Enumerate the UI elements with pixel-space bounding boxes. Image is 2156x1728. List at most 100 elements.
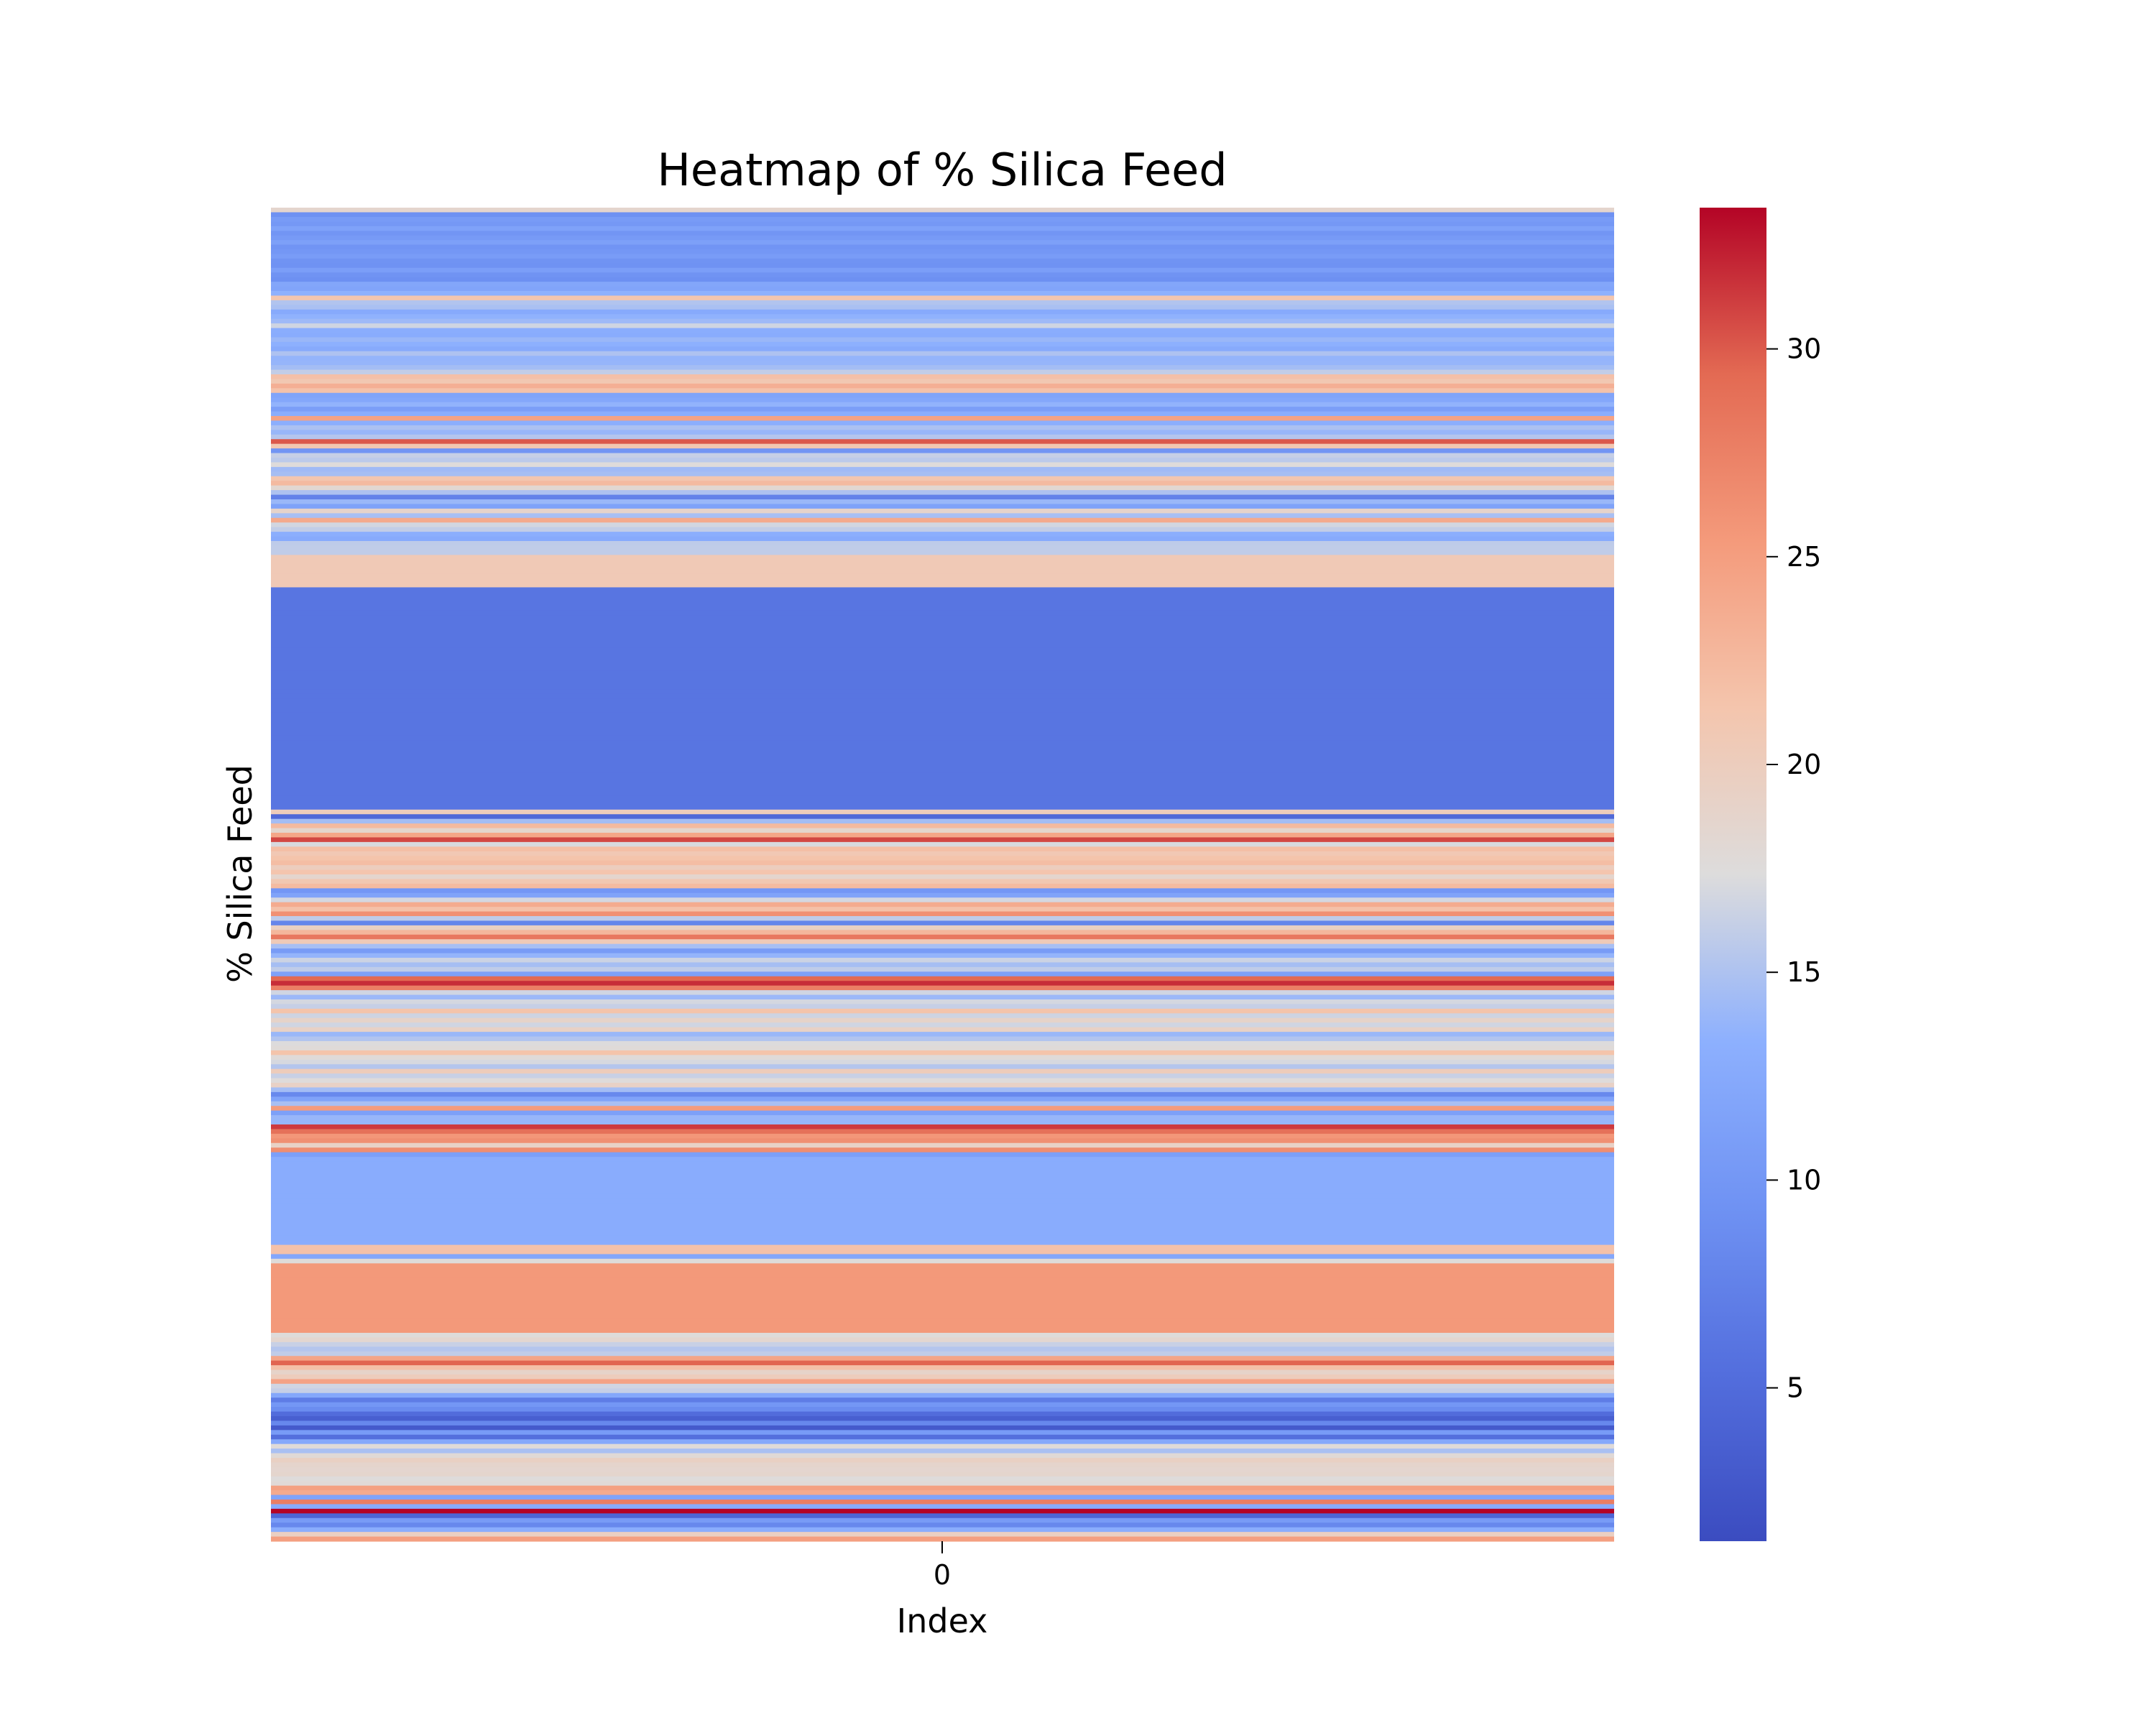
heatmap-cell xyxy=(271,879,1614,884)
heatmap-cell xyxy=(271,416,1614,422)
heatmap-cell xyxy=(271,791,1614,797)
heatmap-cell xyxy=(271,962,1614,968)
heatmap-cell xyxy=(271,388,1614,394)
heatmap-cell xyxy=(271,1212,1614,1218)
heatmap-cell xyxy=(271,1323,1614,1329)
heatmap-cell xyxy=(271,309,1614,315)
heatmap-cell xyxy=(271,1263,1614,1269)
heatmap-cell xyxy=(271,841,1614,847)
heatmap-cell xyxy=(271,1068,1614,1074)
heatmap-cell xyxy=(271,291,1614,297)
heatmap-cell xyxy=(271,809,1614,815)
heatmap-cell xyxy=(271,1170,1614,1176)
heatmap-cell xyxy=(271,300,1614,305)
heatmap-cell xyxy=(271,1203,1614,1209)
heatmap-cell xyxy=(271,323,1614,329)
heatmap-cell xyxy=(271,1267,1614,1273)
heatmap-cell xyxy=(271,263,1614,269)
heatmap-cell xyxy=(271,490,1614,496)
heatmap-cell xyxy=(271,397,1614,403)
heatmap-cell xyxy=(271,666,1614,672)
heatmap-cell xyxy=(271,430,1614,435)
heatmap-cell xyxy=(271,1045,1614,1051)
heatmap-cell xyxy=(271,240,1614,246)
heatmap-cell xyxy=(271,1091,1614,1097)
heatmap-cell xyxy=(271,1129,1614,1135)
heatmap-cell xyxy=(271,1180,1614,1186)
heatmap-cell xyxy=(271,568,1614,574)
heatmap-cell xyxy=(271,1184,1614,1190)
x-axis-label: Index xyxy=(897,1602,988,1640)
heatmap-cell xyxy=(271,1300,1614,1306)
heatmap-cell xyxy=(271,647,1614,653)
colorbar-tick-label: 25 xyxy=(1787,541,1821,573)
heatmap-cell xyxy=(271,1295,1614,1301)
heatmap-cell xyxy=(271,670,1614,676)
heatmap-cell xyxy=(271,693,1614,699)
heatmap-cell xyxy=(271,749,1614,755)
heatmap-cell xyxy=(271,587,1614,593)
heatmap-cell xyxy=(271,1055,1614,1061)
heatmap-cell xyxy=(271,1106,1614,1112)
heatmap-cell xyxy=(271,1333,1614,1339)
heatmap-cell xyxy=(271,619,1614,625)
heatmap-cell xyxy=(271,865,1614,871)
heatmap-cell xyxy=(271,1017,1614,1023)
heatmap-cell xyxy=(271,517,1614,523)
heatmap-cell xyxy=(271,1198,1614,1204)
heatmap-cell xyxy=(271,920,1614,926)
heatmap-cell xyxy=(271,698,1614,704)
heatmap-cell xyxy=(271,1439,1614,1445)
heatmap-cell xyxy=(271,1272,1614,1278)
heatmap-cell xyxy=(271,916,1614,922)
heatmap-cell xyxy=(271,1305,1614,1311)
heatmap-cell xyxy=(271,740,1614,746)
heatmap-cell xyxy=(271,508,1614,514)
heatmap-cell xyxy=(271,892,1614,898)
heatmap-cell xyxy=(271,341,1614,347)
heatmap-cell xyxy=(271,1249,1614,1255)
heatmap-cell xyxy=(271,1402,1614,1408)
heatmap-cell xyxy=(271,527,1614,532)
heatmap-cell xyxy=(271,1152,1614,1158)
heatmap-cell xyxy=(271,1216,1614,1222)
heatmap-cell xyxy=(271,976,1614,981)
heatmap-cell xyxy=(271,1221,1614,1227)
heatmap-cell xyxy=(271,1517,1614,1523)
heatmap-cell xyxy=(271,1425,1614,1431)
heatmap-cell xyxy=(271,1369,1614,1375)
heatmap-cell xyxy=(271,1416,1614,1422)
heatmap-cell xyxy=(271,1365,1614,1371)
colorbar-tick-label: 10 xyxy=(1787,1164,1821,1196)
heatmap-cell xyxy=(271,277,1614,282)
heatmap-cell xyxy=(271,860,1614,866)
heatmap-cell xyxy=(271,453,1614,458)
heatmap-cell xyxy=(271,231,1614,236)
heatmap-cell xyxy=(271,494,1614,500)
heatmap-cell xyxy=(271,481,1614,486)
heatmap-cell xyxy=(271,1360,1614,1366)
heatmap-cell xyxy=(271,726,1614,731)
heatmap-cell xyxy=(271,235,1614,241)
heatmap-cell xyxy=(271,564,1614,570)
heatmap-cell xyxy=(271,642,1614,648)
heatmap-cell xyxy=(271,981,1614,987)
heatmap-cell xyxy=(271,476,1614,481)
heatmap-cell xyxy=(271,1383,1614,1389)
heatmap-cell xyxy=(271,356,1614,361)
heatmap-cell xyxy=(271,990,1614,996)
heatmap-cell xyxy=(271,828,1614,833)
heatmap-cell xyxy=(271,258,1614,264)
heatmap-cell xyxy=(271,1449,1614,1454)
heatmap-cell xyxy=(271,874,1614,880)
heatmap-cell xyxy=(271,763,1614,769)
heatmap-cell xyxy=(271,1453,1614,1459)
x-tick-label: 0 xyxy=(934,1559,951,1591)
heatmap-cell xyxy=(271,731,1614,736)
heatmap-cell xyxy=(271,591,1614,597)
heatmap-cell xyxy=(271,1013,1614,1019)
heatmap-cell xyxy=(271,1226,1614,1232)
heatmap-cell xyxy=(271,1337,1614,1343)
heatmap-cell xyxy=(271,846,1614,852)
